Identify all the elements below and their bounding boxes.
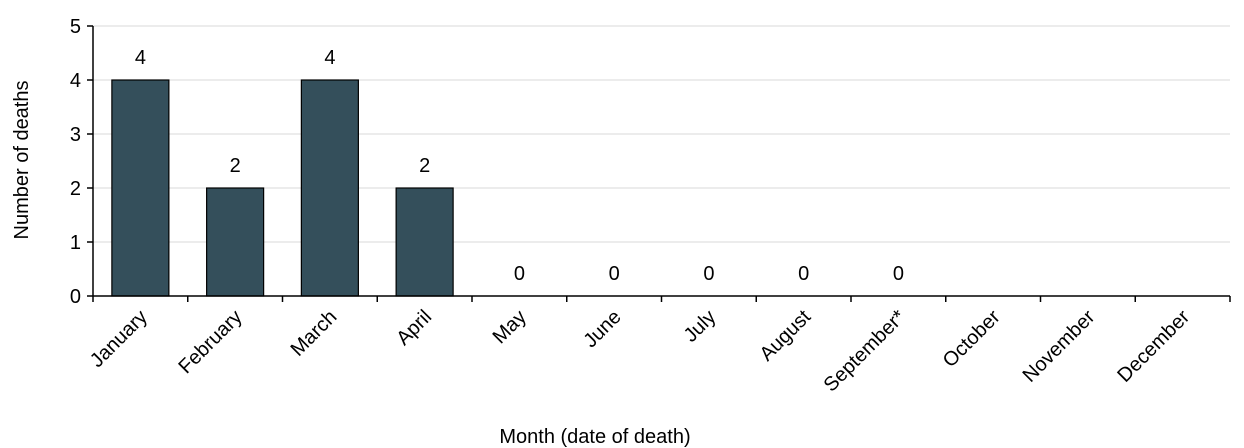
y-tick-label: 5 [70,16,81,38]
x-tick-label: September* [820,306,910,396]
x-tick-label: February [175,306,247,378]
grid-lines [93,25,1230,243]
y-tick-label: 4 [70,70,81,92]
data-label: 4 [324,47,335,69]
data-label: 0 [514,263,525,285]
x-tick-label: December [1113,306,1194,387]
data-label: 2 [419,155,430,177]
x-tick-label: March [287,306,342,361]
x-axis-title: Month (date of death) [499,426,690,448]
data-label: 2 [230,155,241,177]
bar [206,187,265,297]
y-tick-label: 0 [70,286,81,308]
data-label: 0 [609,263,620,285]
y-tick-label: 1 [70,232,81,254]
x-tick-label: June [579,306,625,352]
bar [111,79,170,297]
data-label: 4 [135,47,146,69]
x-tick-label: January [86,306,152,372]
y-tick-label: 2 [70,178,81,200]
data-label: 0 [798,263,809,285]
x-tick-label: November [1019,306,1100,387]
y-axis-title: Number of deaths [11,81,33,240]
data-label: 0 [703,263,714,285]
bar [300,79,359,297]
y-tick-label: 3 [70,124,81,146]
bar [395,187,454,297]
x-tick-label: April [392,306,436,350]
bars [111,79,454,297]
data-label: 0 [893,263,904,285]
x-tick-label: October [939,306,1005,372]
axes [87,25,1231,302]
x-tick-label: July [680,306,721,347]
x-tick-label: May [489,306,531,348]
x-tick-label: August [756,306,816,366]
